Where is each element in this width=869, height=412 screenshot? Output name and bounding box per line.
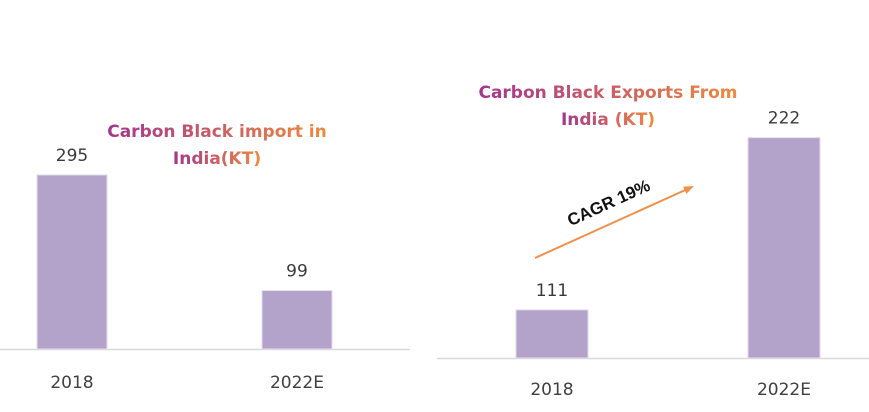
category-label-import-2022e: 2022E bbox=[270, 373, 324, 393]
export-chart: Carbon Black Exports From India (KT) 201… bbox=[437, 83, 869, 400]
import-chart: Carbon Black import in India(KT) 2018 20… bbox=[0, 122, 410, 393]
export-chart-title-line2: India (KT) bbox=[561, 110, 655, 130]
category-label-export-2022e: 2022E bbox=[757, 380, 811, 400]
bar-import-2022e bbox=[261, 290, 333, 350]
bar-export-2018 bbox=[515, 309, 589, 359]
bar-export-2022e bbox=[747, 137, 821, 359]
value-label-import-2018: 295 bbox=[56, 146, 88, 166]
bar-import-2018 bbox=[36, 174, 108, 350]
cagr-annotation: CAGR 19% bbox=[564, 176, 653, 230]
category-label-export-2018: 2018 bbox=[530, 380, 573, 400]
cagr-arrow bbox=[534, 186, 694, 259]
export-chart-title-line1: Carbon Black Exports From bbox=[478, 83, 737, 103]
value-label-export-2022e: 222 bbox=[768, 109, 800, 129]
import-chart-title-line2: India(KT) bbox=[173, 149, 261, 169]
value-label-import-2022e: 99 bbox=[286, 262, 308, 282]
category-label-import-2018: 2018 bbox=[50, 373, 93, 393]
value-label-export-2018: 111 bbox=[536, 281, 568, 301]
import-chart-title-line1: Carbon Black import in bbox=[107, 122, 327, 142]
